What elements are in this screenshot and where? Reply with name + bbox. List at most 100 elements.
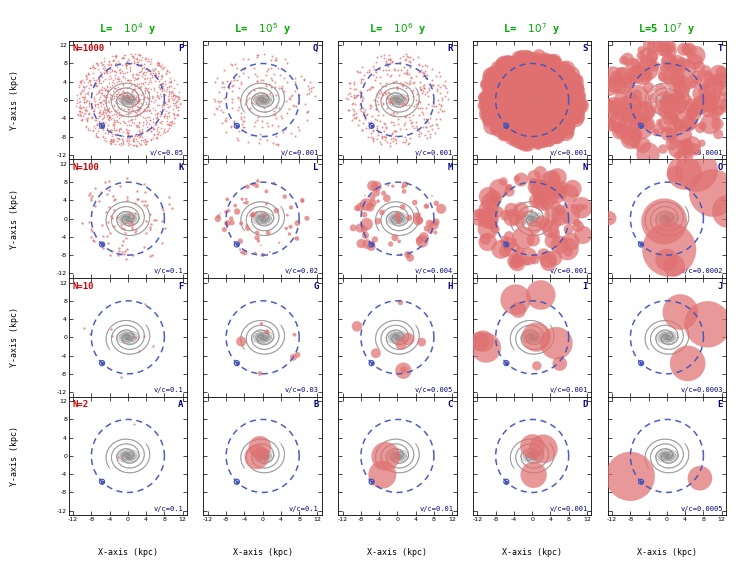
Point bbox=[388, 127, 400, 136]
Circle shape bbox=[555, 132, 561, 137]
Point bbox=[160, 68, 172, 77]
Point bbox=[385, 70, 397, 79]
Circle shape bbox=[481, 78, 492, 89]
Point bbox=[145, 75, 156, 84]
Point bbox=[159, 111, 170, 120]
Point bbox=[162, 92, 173, 101]
Circle shape bbox=[517, 122, 531, 136]
Circle shape bbox=[522, 50, 533, 60]
Circle shape bbox=[486, 111, 497, 121]
Point bbox=[99, 106, 111, 115]
Point bbox=[87, 236, 99, 245]
Circle shape bbox=[521, 64, 531, 74]
Circle shape bbox=[630, 116, 654, 139]
Circle shape bbox=[691, 102, 698, 110]
Point bbox=[120, 64, 132, 73]
Point bbox=[103, 103, 115, 112]
Point bbox=[430, 102, 441, 111]
Point bbox=[379, 82, 390, 91]
Circle shape bbox=[486, 103, 498, 115]
Circle shape bbox=[226, 199, 228, 201]
Point bbox=[256, 123, 268, 132]
Circle shape bbox=[572, 98, 583, 110]
Circle shape bbox=[514, 80, 527, 93]
Point bbox=[113, 125, 125, 134]
Point bbox=[284, 94, 296, 103]
Point bbox=[377, 66, 389, 75]
Point bbox=[86, 80, 97, 89]
Point bbox=[134, 138, 145, 147]
Point bbox=[92, 132, 103, 141]
Point bbox=[117, 131, 129, 140]
Point bbox=[145, 85, 156, 94]
Circle shape bbox=[558, 125, 574, 141]
Circle shape bbox=[556, 102, 565, 110]
Point bbox=[300, 107, 312, 116]
Point bbox=[139, 54, 151, 63]
Point bbox=[242, 72, 254, 81]
Point bbox=[404, 62, 416, 71]
Circle shape bbox=[630, 64, 645, 80]
Point bbox=[141, 112, 153, 121]
Point bbox=[347, 111, 359, 120]
Circle shape bbox=[506, 185, 512, 191]
Point bbox=[116, 111, 128, 120]
Point bbox=[77, 81, 89, 90]
Point bbox=[413, 99, 424, 108]
Point bbox=[410, 95, 422, 104]
Ellipse shape bbox=[393, 98, 401, 102]
Point bbox=[402, 140, 414, 149]
Point bbox=[96, 88, 108, 97]
Circle shape bbox=[621, 129, 641, 149]
Point bbox=[128, 58, 139, 67]
Circle shape bbox=[666, 93, 687, 113]
Point bbox=[92, 75, 104, 84]
Circle shape bbox=[508, 89, 519, 99]
Point bbox=[162, 108, 173, 117]
Circle shape bbox=[503, 96, 516, 108]
Point bbox=[123, 116, 134, 125]
Point bbox=[362, 86, 373, 95]
Point bbox=[111, 75, 123, 84]
Circle shape bbox=[486, 72, 499, 85]
Point bbox=[139, 54, 151, 63]
Circle shape bbox=[551, 118, 568, 133]
Point bbox=[348, 93, 360, 102]
Point bbox=[162, 102, 174, 111]
Point bbox=[125, 120, 137, 129]
Point bbox=[165, 121, 177, 130]
Point bbox=[365, 121, 377, 131]
Point bbox=[381, 59, 393, 68]
Point bbox=[156, 101, 168, 110]
Point bbox=[96, 73, 108, 82]
Point bbox=[145, 78, 157, 87]
Point bbox=[134, 67, 145, 76]
Point bbox=[162, 119, 173, 128]
Circle shape bbox=[511, 128, 523, 140]
Text: v/c=0.0003: v/c=0.0003 bbox=[680, 387, 723, 393]
Point bbox=[97, 68, 109, 77]
Point bbox=[406, 88, 418, 97]
Circle shape bbox=[665, 108, 677, 120]
Point bbox=[390, 136, 402, 145]
Point bbox=[108, 109, 120, 118]
Point bbox=[100, 85, 111, 94]
Point bbox=[172, 102, 184, 111]
Point bbox=[274, 71, 286, 80]
Circle shape bbox=[612, 123, 628, 140]
Point bbox=[142, 84, 154, 93]
Point bbox=[218, 93, 230, 102]
Ellipse shape bbox=[659, 451, 675, 460]
Circle shape bbox=[472, 333, 501, 363]
Circle shape bbox=[372, 189, 380, 197]
Circle shape bbox=[514, 121, 526, 132]
Circle shape bbox=[568, 105, 573, 111]
Circle shape bbox=[383, 195, 390, 202]
Point bbox=[261, 80, 272, 89]
Point bbox=[99, 107, 111, 116]
Circle shape bbox=[605, 67, 621, 84]
Point bbox=[141, 127, 153, 136]
Ellipse shape bbox=[393, 454, 401, 458]
Circle shape bbox=[513, 88, 523, 98]
Point bbox=[371, 53, 383, 62]
